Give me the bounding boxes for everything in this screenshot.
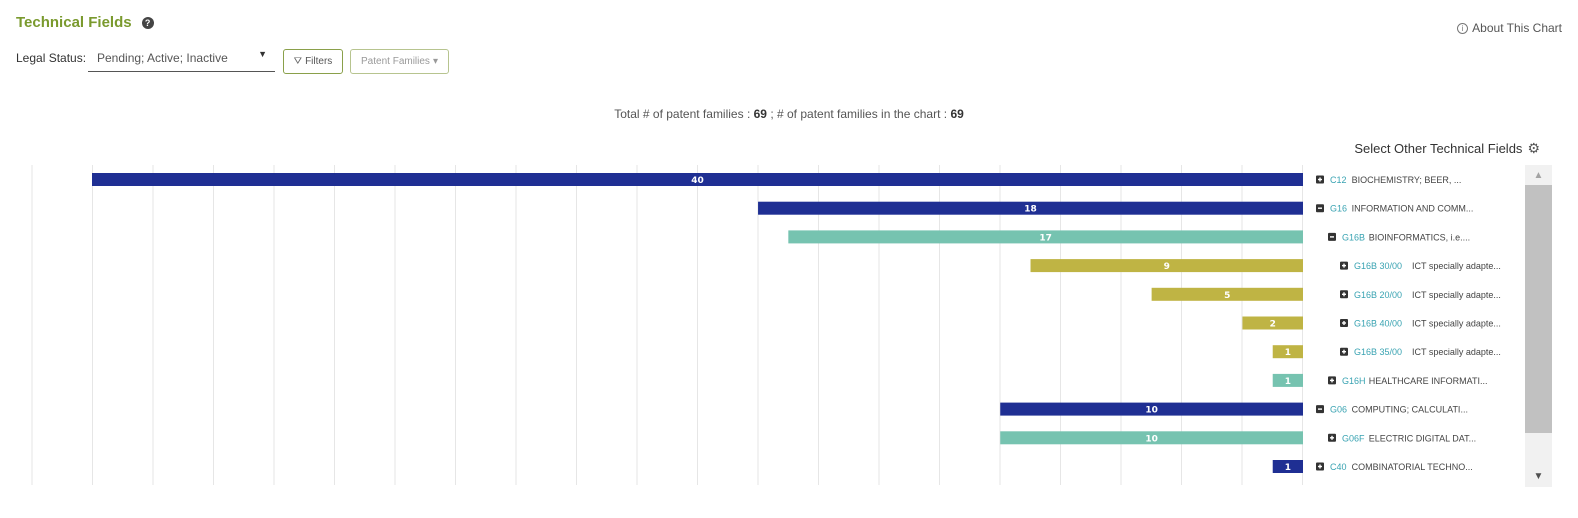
question-circle-icon[interactable]: ?	[141, 16, 154, 29]
bar[interactable]	[788, 230, 1303, 244]
field-code[interactable]: C40	[1330, 462, 1347, 472]
info-icon: i	[1457, 22, 1469, 34]
bar-value-label: 17	[1039, 233, 1052, 243]
total-value: 69	[753, 107, 767, 121]
total-label: Total # of patent families :	[614, 107, 751, 121]
in-chart-value: 69	[950, 107, 964, 121]
scroll-down-arrow-icon[interactable]: ▼	[1533, 470, 1544, 482]
field-name: BIOINFORMATICS, i.e....	[1369, 232, 1470, 242]
scroll-up-arrow-icon[interactable]: ▲	[1533, 169, 1544, 181]
about-chart-label: About This Chart	[1472, 21, 1562, 35]
about-chart-link[interactable]: i About This Chart	[1457, 21, 1562, 35]
bar[interactable]	[758, 201, 1303, 215]
bar-chart: 40 C12 BIOCHEMISTRY; BEER, ... 18 G16 INFORMA…	[31, 165, 1501, 485]
field-name: ICT specially adapte...	[1412, 261, 1501, 271]
field-code[interactable]: G16B 20/00	[1354, 290, 1402, 300]
legal-status-value: Pending; Active; Inactive	[97, 51, 228, 65]
patent-families-label: Patent Families	[361, 56, 430, 67]
chart-title-area: Technical Fields ?	[16, 14, 154, 31]
bar-value-label: 10	[1145, 406, 1158, 416]
field-name: COMBINATORIAL TECHNO...	[1352, 462, 1473, 472]
filter-icon: ⛛	[293, 56, 303, 67]
chart-summary: Total # of patent families : 69 ; # of p…	[0, 107, 1578, 121]
caret-down-icon: ▾	[432, 56, 438, 67]
chevron-down-icon: ▼	[258, 49, 267, 59]
bar-value-label: 40	[691, 176, 704, 186]
filters-button[interactable]: ⛛ Filters	[283, 49, 343, 74]
gear-icon: ⚙	[1527, 140, 1540, 156]
filters-button-label: Filters	[305, 56, 333, 67]
field-code[interactable]: G16B 30/00	[1354, 261, 1402, 271]
bar-value-label: 5	[1224, 291, 1230, 301]
bar[interactable]	[1151, 287, 1303, 301]
field-name: BIOCHEMISTRY; BEER, ...	[1352, 175, 1462, 185]
field-code[interactable]: G16B 35/00	[1354, 347, 1402, 357]
bar-value-label: 2	[1270, 320, 1276, 330]
field-name: COMPUTING; CALCULATI...	[1352, 405, 1468, 415]
field-code[interactable]: G16B 40/00	[1354, 319, 1402, 329]
field-code[interactable]: C12	[1330, 175, 1347, 185]
bar[interactable]	[1000, 402, 1303, 416]
select-other-fields-link[interactable]: Select Other Technical Fields ⚙	[1354, 140, 1540, 157]
page-title: Technical Fields	[16, 14, 132, 31]
bar-value-label: 1	[1285, 348, 1291, 358]
field-code[interactable]: G06	[1330, 405, 1347, 415]
bar[interactable]	[1272, 345, 1303, 359]
bar[interactable]	[1272, 460, 1303, 473]
in-chart-label: ; # of patent families in the chart :	[770, 107, 948, 121]
bar[interactable]	[92, 173, 1303, 186]
field-code[interactable]: G16H	[1342, 376, 1366, 386]
bar-value-label: 1	[1285, 463, 1291, 473]
patent-families-button[interactable]: Patent Families ▾	[350, 49, 449, 74]
field-name: HEALTHCARE INFORMATI...	[1369, 376, 1488, 386]
field-name: ICT specially adapte...	[1412, 347, 1501, 357]
bar-value-label: 10	[1145, 434, 1158, 444]
field-code[interactable]: G06F	[1342, 433, 1365, 443]
legal-status-select[interactable]: Pending; Active; Inactive ▼	[88, 46, 275, 72]
field-code[interactable]: G16	[1330, 204, 1347, 214]
scrollbar-thumb[interactable]	[1525, 185, 1552, 433]
field-code[interactable]: G16B	[1342, 232, 1365, 242]
chart-scrollbar[interactable]: ▲ ▼	[1525, 165, 1552, 487]
field-name: ICT specially adapte...	[1412, 290, 1501, 300]
bar[interactable]	[1272, 373, 1303, 387]
bar[interactable]	[1030, 259, 1303, 273]
bar-value-label: 9	[1164, 262, 1170, 272]
bar-value-label: 18	[1024, 205, 1037, 215]
bar-value-label: 1	[1285, 377, 1291, 387]
field-name: ELECTRIC DIGITAL DAT...	[1369, 433, 1476, 443]
bar[interactable]	[1242, 316, 1303, 330]
field-name: INFORMATION AND COMM...	[1352, 204, 1474, 214]
select-other-label: Select Other Technical Fields	[1354, 141, 1523, 156]
bar[interactable]	[1000, 431, 1303, 445]
legal-status-label: Legal Status:	[16, 51, 87, 65]
field-name: ICT specially adapte...	[1412, 319, 1501, 329]
